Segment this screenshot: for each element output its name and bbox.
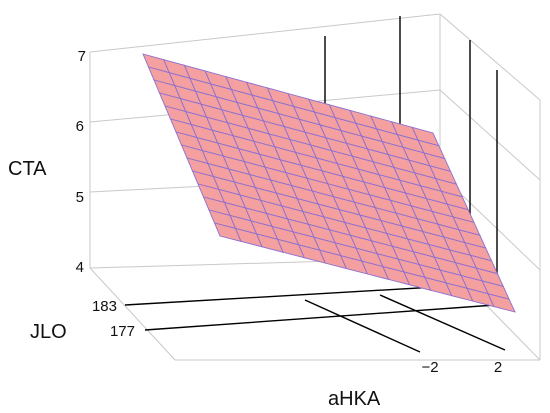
y-tick-label: 183 [92,298,117,315]
floor-reference-lines [124,284,506,353]
z-tick-label: 7 [78,48,86,65]
box-gridline [89,13,441,53]
x-tick-label: −2 [421,359,438,376]
z-axis-label: CTA [8,158,47,180]
z-tick-label: 5 [76,189,84,206]
floor-line [124,284,471,306]
box-gridline [439,13,541,101]
y-tick-label: 177 [110,323,135,340]
floor-line [144,304,496,331]
y-axis-label: JLO [30,321,67,343]
box-gridline [439,89,541,181]
z-tick-label: 4 [76,259,84,276]
surface-patch [487,293,516,313]
floor-line [304,299,421,353]
regression-surface [142,53,516,313]
z-tick-label: 6 [76,118,84,135]
x-tick-label: 2 [494,359,502,376]
floor-line [379,294,506,351]
x-axis-label: aHKA [328,388,381,410]
box-gridline [89,267,176,361]
